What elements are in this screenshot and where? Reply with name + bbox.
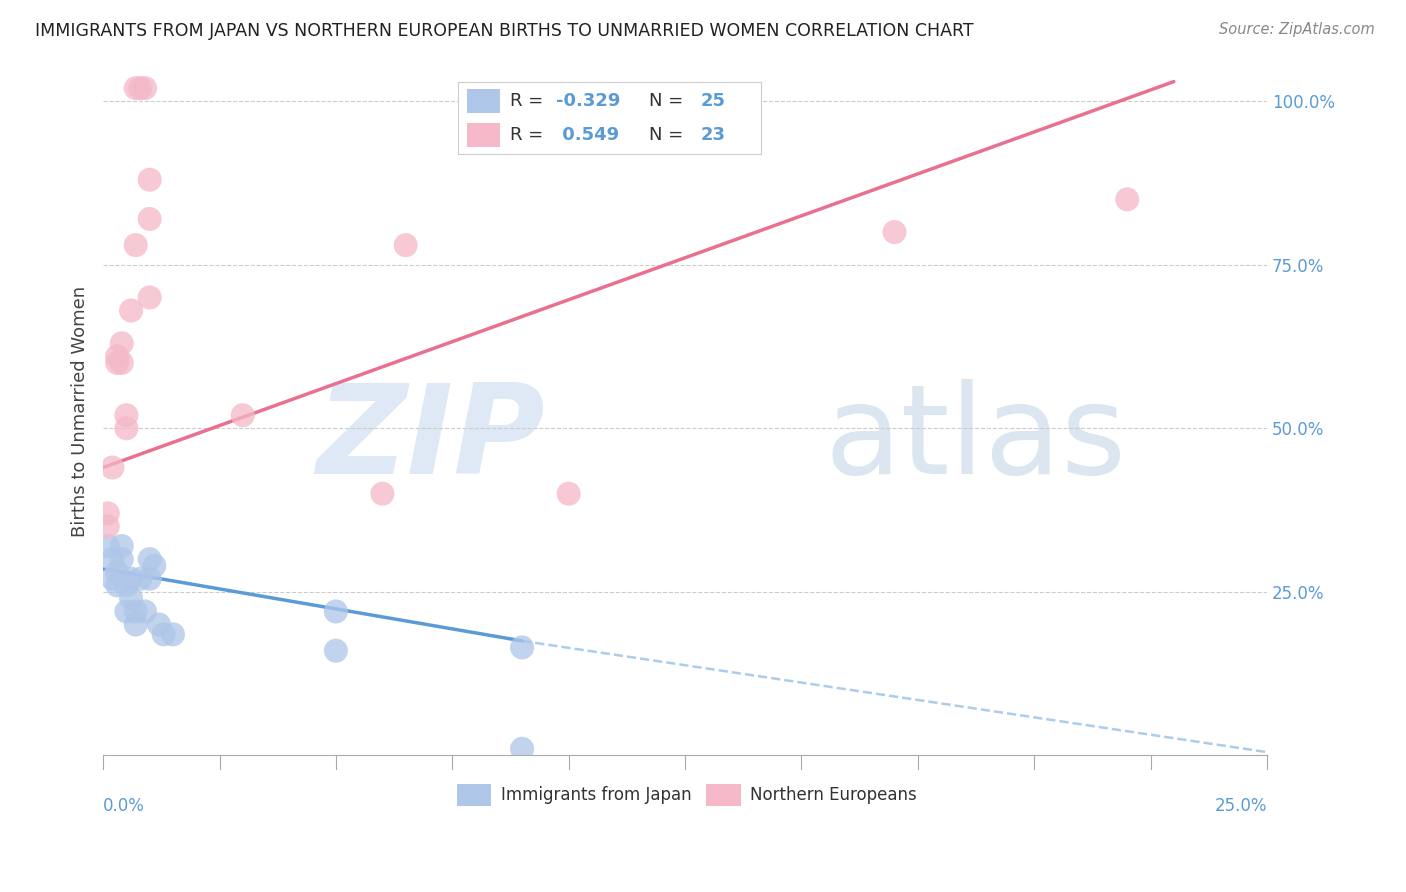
Point [120,591,142,606]
Point [111,336,134,351]
Text: Source: ZipAtlas.com: Source: ZipAtlas.com [1219,22,1375,37]
Point [105,356,128,370]
Point [134,604,156,618]
Point [134,81,156,95]
Y-axis label: Births to Unmarried Women: Births to Unmarried Women [72,286,89,538]
Text: 25.0%: 25.0% [1215,797,1267,814]
Point [101,552,124,566]
Point [883,225,905,239]
Point [557,486,579,500]
Point [120,303,142,318]
Point [97,519,120,533]
Point [138,172,160,186]
Text: IMMIGRANTS FROM JAPAN VS NORTHERN EUROPEAN BIRTHS TO UNMARRIED WOMEN CORRELATION: IMMIGRANTS FROM JAPAN VS NORTHERN EUROPE… [35,22,974,40]
Point [371,486,394,500]
Point [105,349,128,363]
Point [162,627,184,641]
Point [111,539,134,553]
Point [125,617,148,632]
Point [111,552,134,566]
Point [325,604,347,618]
Point [129,81,152,95]
Point [1116,192,1139,206]
Point [129,572,152,586]
Point [510,741,533,756]
Point [148,617,170,632]
Text: ZIP: ZIP [316,379,546,500]
Point [138,211,160,226]
Point [105,578,128,592]
Point [325,643,347,657]
Point [143,558,166,573]
Point [101,572,124,586]
Point [115,421,138,435]
Point [125,81,148,95]
Point [510,640,533,655]
Point [120,572,142,586]
Point [395,238,418,252]
Point [232,408,254,422]
Text: atlas: atlas [825,379,1126,500]
Text: 0.0%: 0.0% [103,797,145,814]
Point [97,506,120,520]
Point [152,627,174,641]
Point [115,604,138,618]
Point [111,356,134,370]
Point [125,604,148,618]
Point [105,565,128,579]
Point [138,572,160,586]
Point [138,552,160,566]
Point [97,539,120,553]
Point [101,460,124,475]
Point [125,238,148,252]
Point [115,578,138,592]
Point [115,408,138,422]
Point [138,290,160,304]
